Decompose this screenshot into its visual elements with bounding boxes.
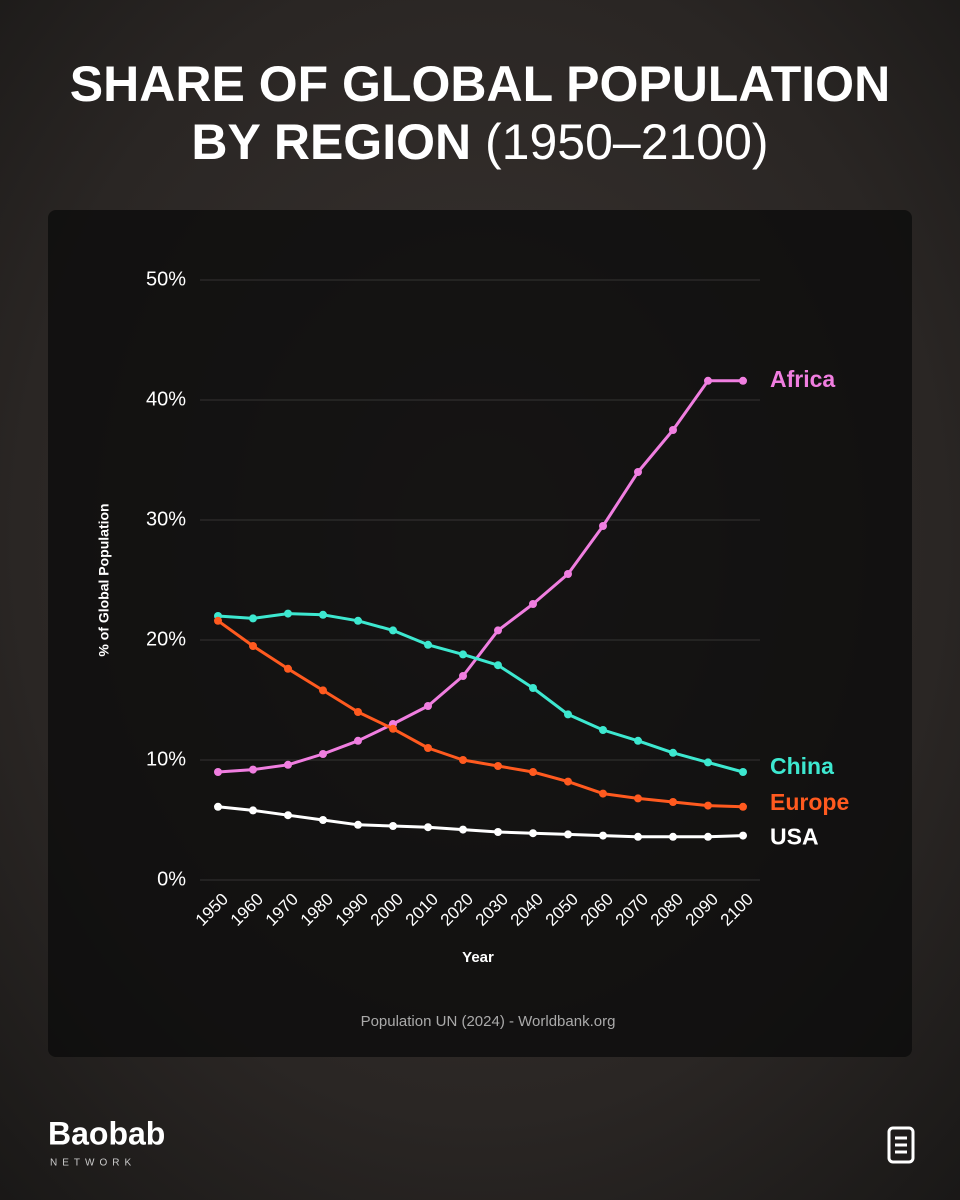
data-point [459,650,467,659]
data-point [389,822,397,830]
data-point [599,726,607,734]
series-label: China [770,753,834,779]
data-point [424,744,432,752]
data-point [599,831,607,840]
data-point [319,750,327,758]
data-point [599,789,607,798]
chart-title-line: BY REGION (1950–2100) [191,114,768,170]
data-point [634,736,642,745]
data-point [564,570,572,578]
data-point [599,522,607,530]
series: Europe [214,616,849,815]
data-point [319,816,327,824]
data-point [354,616,362,625]
data-point [284,609,292,618]
data-point [669,832,677,841]
data-point [494,626,502,635]
data-point [634,468,642,476]
data-point [354,820,362,829]
data-point [529,768,537,776]
data-point [704,832,712,841]
data-point [494,661,502,670]
data-point [739,802,747,811]
y-tick-label: 20% [146,628,186,650]
data-point [424,702,432,710]
data-point [634,832,642,841]
chart-panel [48,210,912,1057]
data-point [284,760,292,769]
data-point [494,828,502,836]
data-point [424,823,432,832]
x-axis-label: Year [462,949,494,966]
data-point [319,686,327,695]
data-point [354,708,362,716]
data-point [564,830,572,839]
data-point [459,756,467,764]
series-label: Africa [770,366,835,392]
data-point [669,798,677,806]
data-point [459,672,467,680]
data-point [704,376,712,385]
data-point [529,829,537,838]
data-point [634,794,642,803]
series-line [217,619,744,809]
data-point [704,801,712,810]
data-point [354,736,362,745]
y-axis-label: % of Global Population [96,503,112,656]
series: USA [214,802,819,850]
y-tick-label: 30% [146,508,186,530]
data-point [284,811,292,820]
data-point [214,616,222,625]
data-point [214,768,222,776]
data-point [564,710,572,719]
y-tick-label: 40% [146,388,186,410]
data-point [424,640,432,649]
y-tick-label: 0% [157,868,186,890]
series-line [217,805,744,839]
series: Africa [214,366,835,776]
data-point [249,642,257,650]
source: Population UN (2024) - Worldbank.org [361,1013,616,1030]
chart-title: SHARE OF GLOBAL POPULATION [70,56,890,112]
data-point [669,748,677,757]
data-point [669,426,677,434]
data-point [249,614,257,623]
data-point [529,600,537,608]
data-point [494,762,502,770]
data-point [564,777,572,786]
data-point [704,758,712,767]
data-point [739,376,747,385]
data-point [529,684,537,692]
brand-name: Baobab [48,1115,165,1151]
data-point [249,765,257,774]
brand-tagline: NETWORK [50,1158,136,1169]
chart-title: BY REGION [191,114,471,170]
y-tick-label: 10% [146,748,186,770]
data-point [284,664,292,673]
data-point [389,724,397,733]
brand-icon [887,1126,915,1164]
series-line [217,612,744,774]
data-point [214,802,222,811]
series-line [217,379,743,774]
series: China [214,609,834,779]
data-point [389,626,397,635]
series-label: USA [770,824,819,850]
chart-subtitle: (1950–2100) [485,114,769,170]
data-point [249,806,257,815]
data-point [739,831,747,840]
data-point [739,768,747,776]
y-tick-label: 50% [146,268,186,290]
data-point [319,610,327,619]
series-label: Europe [770,789,849,815]
data-point [459,825,467,834]
